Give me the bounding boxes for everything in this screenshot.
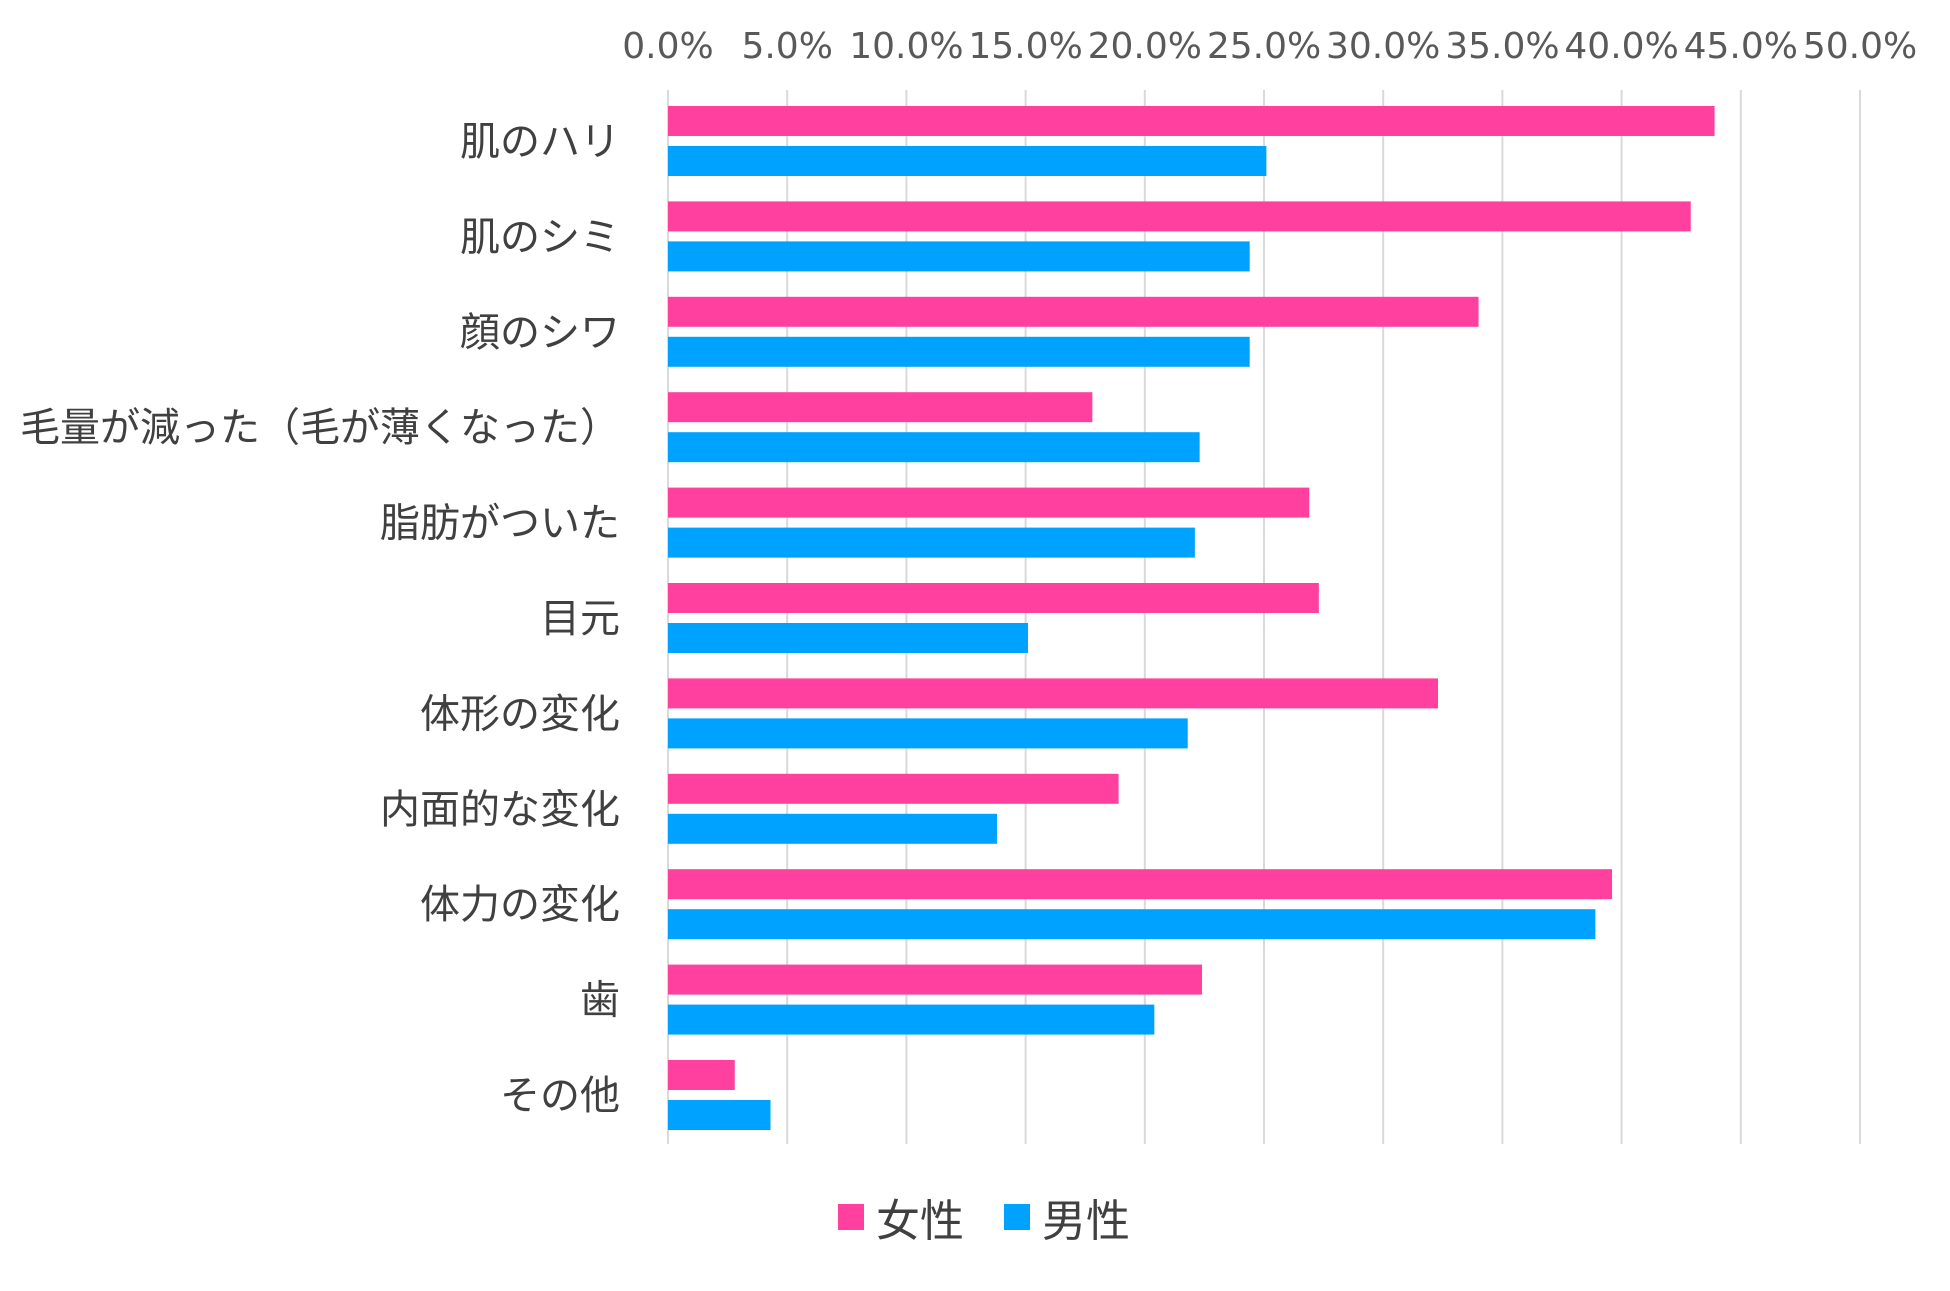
- category-label-10: その他: [500, 1073, 620, 1119]
- category-label-9: 歯: [580, 978, 620, 1024]
- category-label-0: 肌のハリ: [460, 119, 620, 165]
- x-tick-label-0: 0.0%: [622, 26, 713, 67]
- category-label-6: 体形の変化: [420, 691, 620, 737]
- bar-female-5: [668, 583, 1319, 613]
- category-label-8: 体力の変化: [420, 882, 620, 928]
- bar-female-1: [668, 201, 1691, 232]
- x-tick-label-9: 45.0%: [1684, 26, 1798, 67]
- category-label-1: 肌のシミ: [460, 214, 620, 260]
- category-label-4: 脂肪がついた: [380, 501, 620, 547]
- bar-male-5: [668, 623, 1028, 653]
- legend-label-male: 男性: [1042, 1196, 1130, 1247]
- x-tick-label-10: 50.0%: [1803, 26, 1917, 67]
- bar-female-7: [668, 773, 1119, 804]
- bar-male-3: [668, 432, 1200, 463]
- bar-female-9: [668, 964, 1203, 995]
- bars: [668, 106, 1715, 1130]
- bar-male-4: [668, 527, 1195, 558]
- x-tick-label-4: 20.0%: [1088, 26, 1202, 67]
- category-label-2: 顔のシワ: [460, 310, 620, 356]
- x-tick-label-3: 15.0%: [968, 26, 1082, 67]
- x-tick-label-5: 25.0%: [1207, 26, 1321, 67]
- category-label-7: 内面的な変化: [380, 787, 620, 833]
- bar-male-8: [668, 909, 1596, 940]
- legend-label-female: 女性: [876, 1196, 964, 1247]
- bar-male-6: [668, 718, 1188, 749]
- bar-female-0: [668, 106, 1715, 136]
- bar-female-6: [668, 678, 1439, 709]
- x-tick-label-8: 40.0%: [1564, 26, 1678, 67]
- legend-swatch-female: [838, 1204, 864, 1230]
- bar-male-1: [668, 241, 1250, 272]
- x-tick-label-6: 30.0%: [1326, 26, 1440, 67]
- x-tick-label-7: 35.0%: [1445, 26, 1559, 67]
- legend: 女性 男性: [838, 1196, 1130, 1247]
- x-axis-ticks: 0.0% 5.0% 10.0% 15.0% 20.0% 25.0% 30.0% 35.0% 40…: [622, 26, 1917, 67]
- category-label-5: 目元: [540, 596, 620, 642]
- bar-male-9: [668, 1004, 1155, 1035]
- x-tick-label-2: 10.0%: [849, 26, 963, 67]
- category-label-3: 毛量が減った（毛が薄くなった）: [20, 405, 620, 451]
- bar-male-7: [668, 813, 997, 844]
- bar-female-3: [668, 392, 1093, 423]
- bar-male-10: [668, 1100, 771, 1130]
- legend-swatch-male: [1004, 1204, 1030, 1230]
- bar-male-0: [668, 146, 1267, 176]
- bar-male-2: [668, 336, 1250, 367]
- bar-female-2: [668, 296, 1479, 327]
- bar-female-8: [668, 869, 1613, 900]
- bar-female-4: [668, 487, 1310, 518]
- x-tick-label-1: 5.0%: [741, 26, 832, 67]
- bar-female-10: [668, 1060, 735, 1090]
